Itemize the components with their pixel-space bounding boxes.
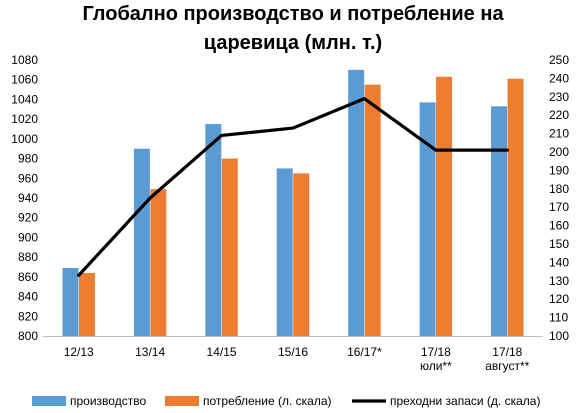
y-left-tick-label: 960 — [18, 171, 38, 185]
bar-production — [419, 102, 436, 336]
x-tick-label: 14/15 — [207, 345, 237, 359]
y-right-tick-label: 120 — [549, 292, 569, 306]
bar-production — [205, 124, 222, 336]
y-left-tick-label: 980 — [18, 152, 38, 166]
y-left-tick-label: 1000 — [11, 132, 38, 146]
line-carryover-stocks — [77, 97, 509, 277]
y-left-tick-label: 900 — [18, 230, 38, 244]
y-right-tick-label: 130 — [549, 274, 569, 288]
y-right-tick-label: 150 — [549, 237, 569, 251]
y-right-tick-label: 240 — [549, 71, 569, 85]
bar-consumption — [507, 78, 524, 336]
x-tick-label: 17/18 — [421, 345, 451, 359]
y-right-tick-label: 180 — [549, 182, 569, 196]
bar-consumption — [150, 189, 167, 336]
legend-swatch-production — [32, 396, 66, 406]
legend-label: производство — [70, 394, 146, 408]
y-right-tick-label: 190 — [549, 163, 569, 177]
legend-label: потребление (л. скала) — [203, 394, 332, 408]
bar-consumption — [293, 173, 310, 336]
y-right-tick-label: 200 — [549, 145, 569, 159]
bar-production — [62, 267, 79, 336]
y-right-tick-label: 160 — [549, 219, 569, 233]
y-right-tick-label: 230 — [549, 90, 569, 104]
x-tick-label: август** — [485, 359, 529, 373]
bar-consumption — [221, 158, 238, 336]
chart-title-line-1: Глобално производство и потребление на — [82, 3, 504, 25]
y-left-tick-label: 800 — [18, 329, 38, 343]
x-tick-label: 15/16 — [278, 345, 308, 359]
y-right-tick-label: 170 — [549, 200, 569, 214]
y-left-tick-label: 1080 — [11, 53, 38, 67]
x-tick-label: 13/14 — [135, 345, 165, 359]
y-left-tick-label: 840 — [18, 290, 38, 304]
bar-production — [348, 69, 365, 336]
y-left-tick-label: 860 — [18, 270, 38, 284]
y-right-tick-label: 250 — [549, 53, 569, 67]
chart-title-line-2: царевица (млн. т.) — [204, 32, 382, 54]
plot-area: 800 820 840 860 880 900 920 940 960 980 1000 1020 10… — [11, 53, 569, 373]
y-left-tick-label: 920 — [18, 211, 38, 225]
y-left-tick-label: 880 — [18, 250, 38, 264]
y-right-tick-label: 140 — [549, 255, 569, 269]
bar-production — [491, 106, 508, 336]
y-right-tick-label: 210 — [549, 127, 569, 141]
y-left-tick-label: 1020 — [11, 112, 38, 126]
bar-consumption — [78, 272, 95, 336]
x-tick-label: 12/13 — [64, 345, 94, 359]
y-left-tick-label: 940 — [18, 191, 38, 205]
bar-production — [276, 168, 293, 336]
bar-consumption — [436, 76, 453, 336]
y-left-tick-label: 820 — [18, 309, 38, 323]
y-left-tick-label: 1060 — [11, 73, 38, 87]
legend-label: преходни запаси (д. скала) — [390, 394, 540, 408]
bar-production — [133, 148, 150, 336]
legend: производство потребление (л. скала) преход… — [32, 394, 540, 408]
y-right-tick-label: 110 — [549, 311, 568, 325]
bar-consumption — [364, 84, 381, 337]
y-right-tick-label: 220 — [549, 108, 569, 122]
x-tick-label: 16/17* — [347, 345, 382, 359]
x-tick-label: юли** — [420, 359, 452, 373]
x-tick-label: 17/18 — [492, 345, 522, 359]
y-right-tick-label: 100 — [549, 329, 569, 343]
legend-swatch-consumption — [165, 396, 199, 406]
y-left-tick-label: 1040 — [11, 92, 38, 106]
